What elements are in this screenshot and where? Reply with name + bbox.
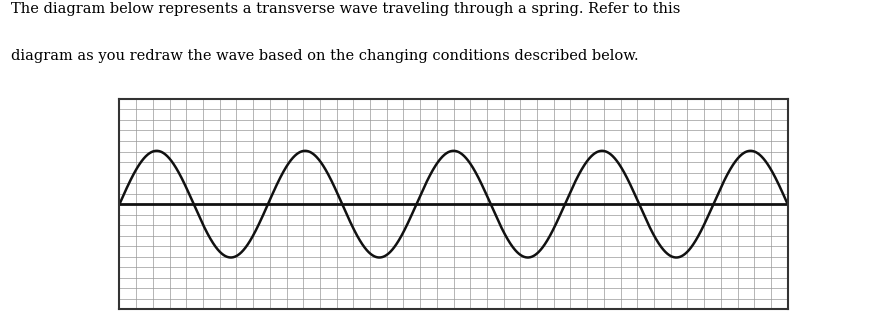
Text: The diagram below represents a transverse wave traveling through a spring. Refer: The diagram below represents a transvers… [11, 2, 680, 16]
Text: diagram as you redraw the wave based on the changing conditions described below.: diagram as you redraw the wave based on … [11, 49, 638, 63]
